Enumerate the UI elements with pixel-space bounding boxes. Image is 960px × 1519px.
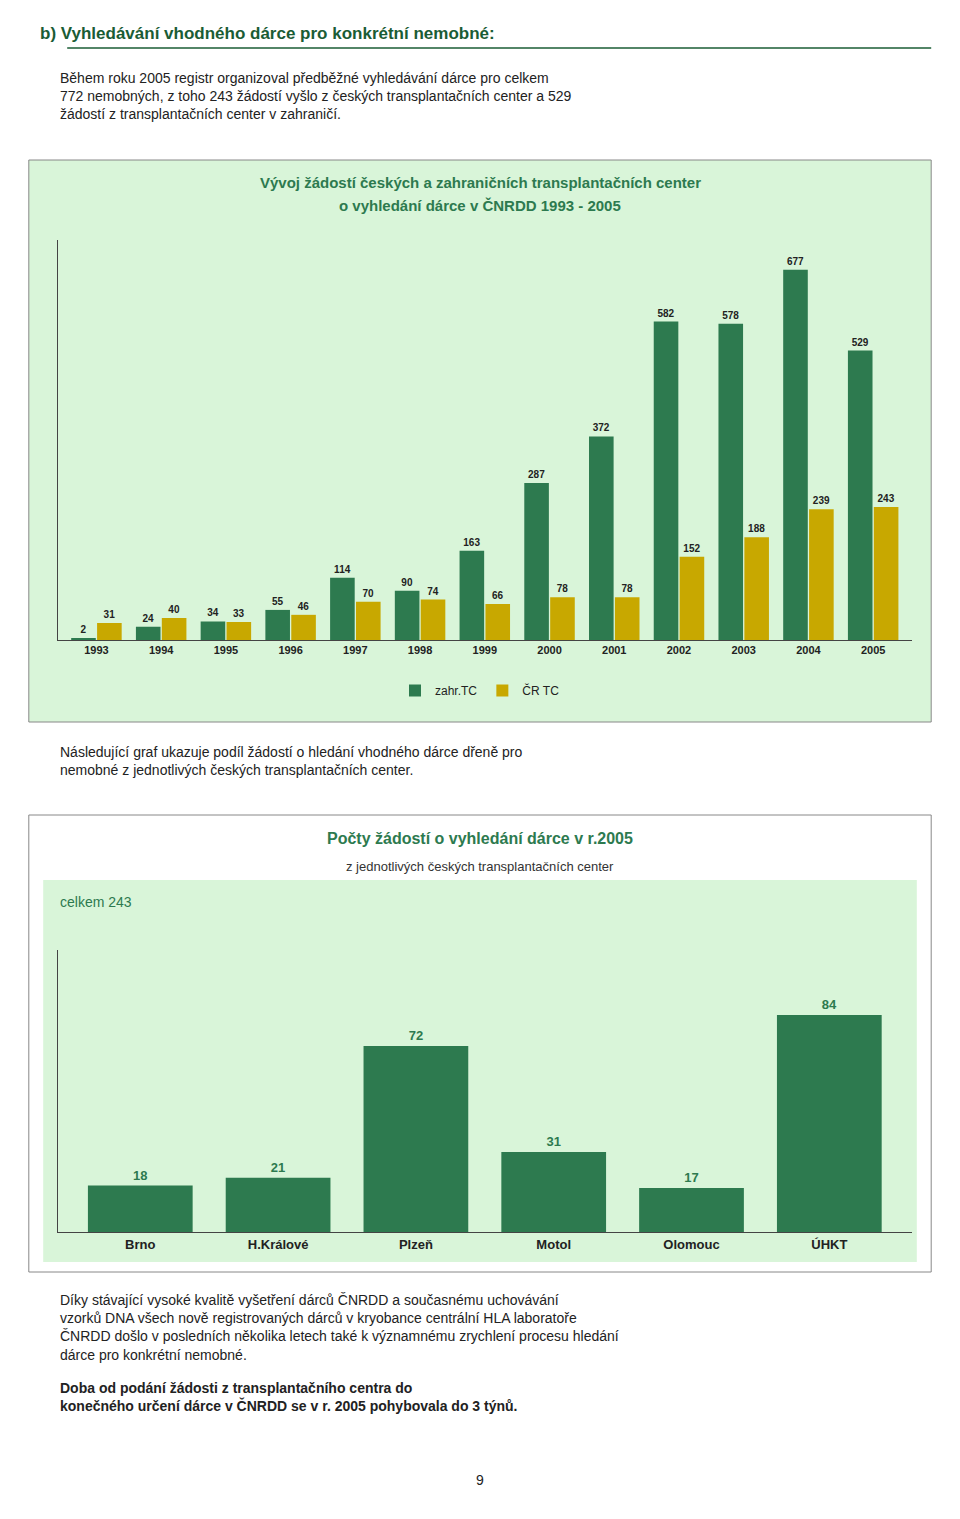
- svg-text:2001: 2001: [602, 644, 626, 656]
- svg-text:2: 2: [80, 624, 86, 635]
- svg-text:Vývoj žádostí českých a zahran: Vývoj žádostí českých a zahraničních tra…: [260, 174, 701, 191]
- svg-text:z jednotlivých českých transpl: z jednotlivých českých transplantačních …: [346, 859, 614, 874]
- svg-text:55: 55: [272, 596, 284, 607]
- svg-text:243: 243: [878, 493, 895, 504]
- svg-text:31: 31: [546, 1134, 560, 1149]
- svg-text:celkem 243: celkem 243: [60, 894, 132, 910]
- svg-text:2005: 2005: [861, 644, 885, 656]
- svg-text:40: 40: [168, 604, 180, 615]
- svg-text:74: 74: [427, 586, 439, 597]
- svg-text:Počty žádostí o vyhledání dárc: Počty žádostí o vyhledání dárce v r.2005: [327, 830, 633, 847]
- svg-text:46: 46: [298, 601, 310, 612]
- svg-text:Díky stávající vysoké kvalitě: Díky stávající vysoké kvalitě vyšetření …: [60, 1292, 619, 1363]
- svg-text:578: 578: [722, 310, 739, 321]
- svg-text:Během roku 2005 registr organi: Během roku 2005 registr organizoval před…: [60, 70, 572, 122]
- svg-text:ČR TC: ČR TC: [522, 683, 559, 698]
- svg-text:zahr.TC: zahr.TC: [435, 684, 477, 698]
- svg-text:Následující graf ukazuje podíl: Následující graf ukazuje podíl žádostí o…: [60, 744, 523, 778]
- svg-text:70: 70: [363, 588, 375, 599]
- svg-text:31: 31: [104, 609, 116, 620]
- svg-text:78: 78: [621, 583, 633, 594]
- svg-text:9: 9: [476, 1472, 484, 1488]
- svg-text:529: 529: [852, 337, 869, 348]
- svg-text:Olomouc: Olomouc: [663, 1237, 719, 1252]
- svg-text:1997: 1997: [343, 644, 367, 656]
- svg-text:24: 24: [142, 613, 154, 624]
- svg-text:2000: 2000: [537, 644, 561, 656]
- svg-text:188: 188: [748, 523, 765, 534]
- svg-text:1998: 1998: [408, 644, 432, 656]
- svg-text:2004: 2004: [796, 644, 821, 656]
- svg-text:18: 18: [133, 1168, 147, 1183]
- svg-text:o vyhledání dárce v ČNRDD 1993: o vyhledání dárce v ČNRDD 1993 - 2005: [339, 197, 621, 214]
- svg-text:1999: 1999: [473, 644, 497, 656]
- svg-text:1995: 1995: [214, 644, 238, 656]
- svg-text:239: 239: [813, 495, 830, 506]
- svg-text:H.Králové: H.Králové: [248, 1237, 309, 1252]
- svg-text:90: 90: [401, 577, 413, 588]
- svg-text:677: 677: [787, 256, 804, 267]
- svg-text:34: 34: [207, 607, 219, 618]
- svg-text:1996: 1996: [278, 644, 302, 656]
- svg-text:72: 72: [409, 1028, 423, 1043]
- svg-text:287: 287: [528, 469, 545, 480]
- svg-text:582: 582: [657, 308, 674, 319]
- svg-text:Brno: Brno: [125, 1237, 155, 1252]
- svg-text:ÚHKT: ÚHKT: [811, 1237, 847, 1252]
- svg-text:152: 152: [683, 543, 700, 554]
- svg-text:163: 163: [463, 537, 480, 548]
- svg-text:84: 84: [822, 997, 837, 1012]
- svg-text:78: 78: [557, 583, 569, 594]
- svg-text:17: 17: [684, 1170, 698, 1185]
- svg-text:2002: 2002: [667, 644, 691, 656]
- svg-text:66: 66: [492, 590, 504, 601]
- svg-text:b) Vyhledávání vhodného dárce: b) Vyhledávání vhodného dárce pro konkré…: [40, 24, 495, 43]
- svg-text:Motol: Motol: [536, 1237, 571, 1252]
- svg-text:Doba od podání žádosti z trans: Doba od podání žádosti z transplantačníh…: [60, 1380, 517, 1414]
- svg-text:1993: 1993: [84, 644, 108, 656]
- svg-text:114: 114: [334, 564, 351, 575]
- svg-text:372: 372: [593, 422, 610, 433]
- svg-text:33: 33: [233, 608, 245, 619]
- svg-text:Plzeň: Plzeň: [399, 1237, 433, 1252]
- svg-text:2003: 2003: [731, 644, 755, 656]
- svg-text:21: 21: [271, 1160, 285, 1175]
- svg-text:1994: 1994: [149, 644, 174, 656]
